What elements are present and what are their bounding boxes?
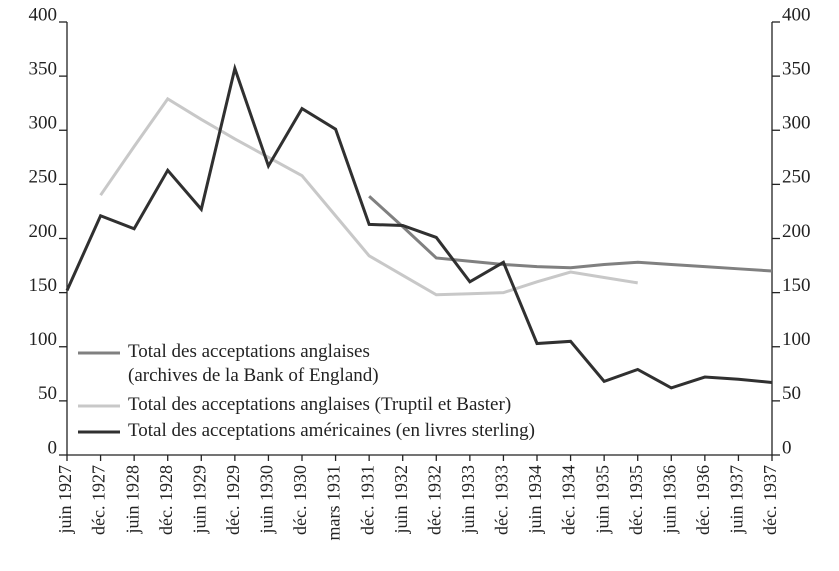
y-tick-label: 300 [29,113,58,134]
y2-tick-label: 400 [782,4,811,25]
y2-tick-label: 50 [782,383,801,404]
x-tick-label: déc. 1936 [693,465,713,535]
x-tick-label: déc. 1927 [89,465,109,535]
x-tick-label: juin 1934 [525,465,545,535]
x-tick-label: juin 1935 [592,465,612,535]
y2-tick-label: 250 [782,167,811,188]
x-tick-label: déc. 1934 [559,465,579,535]
series-line [368,195,773,273]
x-tick-label: juin 1927 [55,465,75,535]
y-tick-label: 100 [29,329,58,350]
x-tick-label: juin 1932 [391,465,411,535]
x-tick-label: déc. 1937 [760,465,780,535]
x-tick-label: juin 1930 [257,465,277,535]
x-tick-label: déc. 1935 [626,465,646,535]
x-tick-label: déc. 1932 [424,465,444,535]
y-tick-label: 350 [29,58,58,79]
y-tick-label: 50 [38,383,57,404]
x-tick-label: déc. 1933 [492,465,512,535]
x-tick-label: juin 1937 [727,465,747,535]
y-tick-label: 200 [29,221,58,242]
x-tick-label: déc. 1931 [357,465,377,535]
x-tick-label: juin 1933 [458,465,478,535]
x-tick-label: mars 1931 [324,465,344,541]
series-line [99,96,638,297]
x-tick-label: juin 1928 [122,465,142,535]
y-tick-label: 0 [48,437,58,458]
y-tick-label: 250 [29,167,58,188]
x-tick-label: déc. 1929 [223,465,243,535]
x-tick-label: juin 1936 [659,465,679,535]
legend-label: Total des acceptations anglaises (archiv… [128,341,379,386]
x-tick-label: déc. 1930 [290,465,310,535]
y2-tick-label: 0 [782,437,792,458]
legend-label: Total des acceptations anglaises (Trupti… [128,394,512,415]
y-tick-label: 400 [29,4,58,25]
y-tick-label: 150 [29,275,58,296]
y2-tick-label: 200 [782,221,811,242]
y2-tick-label: 150 [782,275,811,296]
legend-label: Total des acceptations américaines (en l… [128,420,536,441]
series-line [65,63,773,390]
y2-tick-label: 300 [782,113,811,134]
y2-tick-label: 350 [782,58,811,79]
x-tick-label: déc. 1928 [156,465,176,535]
y2-tick-label: 100 [782,329,811,350]
x-tick-label: juin 1929 [189,465,209,535]
